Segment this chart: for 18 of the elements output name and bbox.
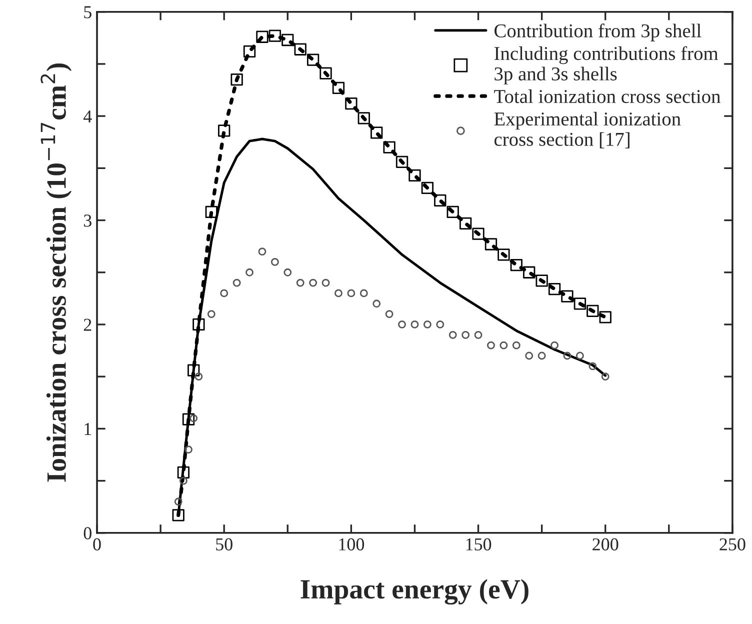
y-tick-label: 5 [84,6,92,18]
y-axis-title: Ionization cross section (10$^{−17}$cm$^{2}$) [40,64,72,482]
y-tick-label: 1 [84,423,92,435]
legend-label: Experimental ionization cross section [17] [494,112,681,148]
x-tick-label: 250 [720,538,746,550]
y-tick-label: 4 [83,110,92,122]
y-tick-label: 3 [84,214,92,227]
legend-label: Including contributions from 3p and 3s shells [494,46,718,84]
x-tick-label: 50 [216,538,232,550]
x-tick-label: 100 [339,538,364,550]
y-tick-label: 2 [84,318,92,331]
x-tick-label: 150 [466,538,492,550]
x-tick-label: 200 [592,538,618,550]
legend-label: Contribution from 3p shell [494,24,702,42]
x-tick-label: 0 [93,538,101,550]
x-axis-title: Impact energy (eV) [300,579,528,605]
legend-label: Total ionization cross section [494,89,720,104]
y-tick-label: 0 [84,527,92,540]
